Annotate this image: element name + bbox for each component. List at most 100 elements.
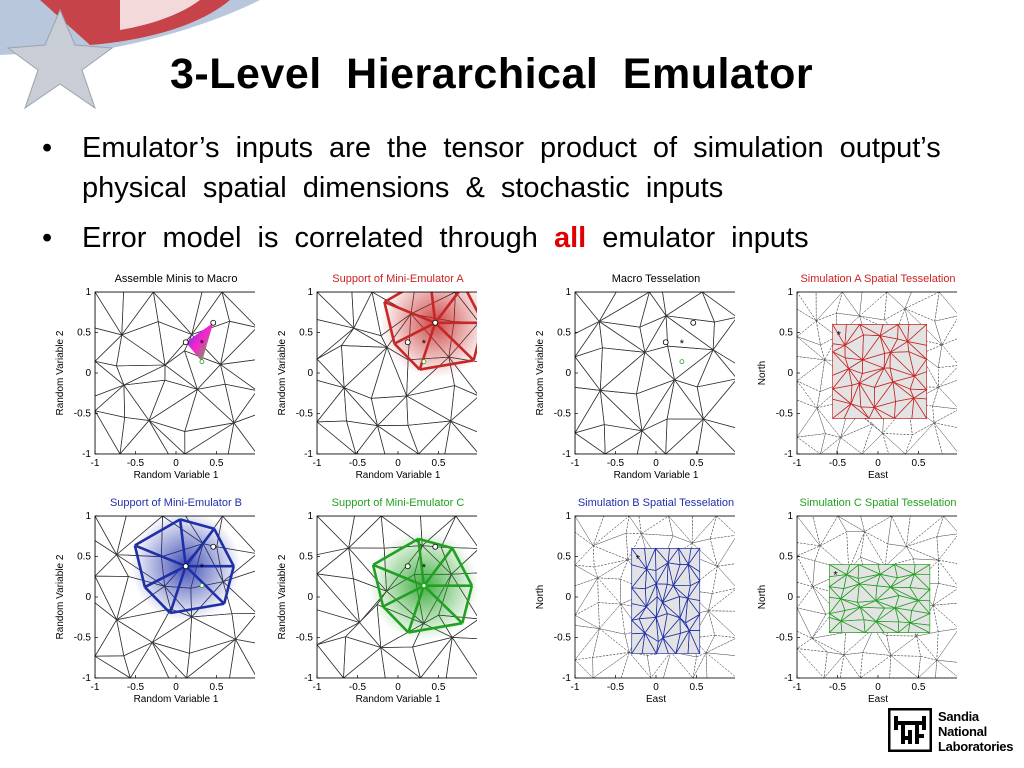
- support-edge: [419, 359, 474, 371]
- y-tick-label: -1: [304, 673, 313, 684]
- y-axis-label: Random Variable 2: [55, 554, 66, 639]
- mesh-triangle: [934, 315, 957, 346]
- y-tick-label: 1: [787, 511, 793, 522]
- mesh-triangle: [575, 516, 605, 547]
- mesh-triangle: [148, 420, 186, 454]
- bullet-text: Emulator’s inputs are the tensor product…: [82, 132, 941, 204]
- mesh-triangle: [705, 652, 735, 677]
- plot-svg: Simulation B Spatial Tesselation * -1 -0.5 0…: [535, 497, 735, 705]
- mesh-triangle: [148, 388, 199, 432]
- mesh-triangle: [835, 437, 863, 454]
- mesh-triangle: [797, 637, 829, 653]
- mesh-triangle: [376, 395, 409, 427]
- support-edge: [407, 585, 426, 633]
- bullet-item-2: • Error model is correlated through all …: [40, 218, 1000, 258]
- support-edge: [423, 584, 464, 625]
- support-edge: [212, 528, 235, 567]
- star-marker: *: [200, 338, 205, 350]
- x-axis-label: Random Variable 1: [134, 694, 219, 705]
- mesh-triangle: [815, 320, 838, 346]
- support-edge: [451, 547, 474, 587]
- bullet-text-pre: Error model is correlated through: [82, 222, 554, 254]
- node-marker: [690, 319, 697, 326]
- support-edge: [222, 565, 235, 605]
- mesh-triangle: [317, 292, 355, 329]
- mesh-triangle: [598, 320, 646, 353]
- y-tick-label: -1: [784, 673, 793, 684]
- mesh-triangle: [875, 621, 899, 633]
- bullet-item-1: • Emulator’s inputs are the tensor produ…: [40, 128, 1000, 208]
- y-tick-label: -1: [562, 449, 571, 460]
- mesh-triangle: [938, 380, 957, 408]
- mesh-triangle: [864, 516, 892, 545]
- x-tick-label: 1: [476, 682, 477, 693]
- mesh-triangle: [343, 636, 382, 678]
- mesh-triangle: [917, 656, 938, 678]
- support-shading: [380, 292, 477, 378]
- bullet-dot: •: [42, 132, 53, 164]
- y-tick-label: 1: [307, 511, 313, 522]
- y-tick-label: 0.5: [299, 328, 313, 339]
- mesh-triangle: [837, 516, 866, 533]
- mesh-triangle: [343, 346, 388, 399]
- mesh-triangle: [597, 577, 622, 605]
- node-marker: [404, 339, 411, 346]
- mesh-triangle: [938, 535, 957, 564]
- mesh-triangle: [592, 545, 629, 568]
- star-banner-graphic: [0, 0, 260, 110]
- logo-line-2: National: [938, 724, 987, 739]
- mesh-triangle: [592, 516, 630, 546]
- support-edge: [417, 538, 426, 586]
- support-edge: [465, 292, 477, 314]
- y-tick-label: 0: [307, 368, 313, 379]
- y-tick-label: -1: [784, 449, 793, 460]
- support-edge: [408, 621, 463, 634]
- support-edge: [383, 300, 436, 324]
- mesh-triangle: [662, 637, 677, 655]
- mesh-triangle: [663, 651, 694, 678]
- y-tick-label: 1: [307, 287, 313, 298]
- y-tick-label: 0: [565, 592, 571, 603]
- mesh-triangle: [705, 635, 735, 654]
- mesh-triangle: [696, 378, 735, 420]
- plot-title: Support of Mini-Emulator A: [332, 273, 464, 285]
- mesh-triangle: [407, 420, 452, 454]
- mesh-triangle: [317, 573, 361, 624]
- mesh-triangle: [905, 422, 935, 454]
- plot-panel-2: Support of Mini-Emulator A * -1 -0.5 0 0.5 1 1 0…: [262, 270, 477, 494]
- mesh-triangle: [123, 383, 150, 421]
- mesh-triangle: [843, 403, 870, 419]
- mesh-triangle: [376, 424, 420, 454]
- mesh-triangle: [936, 630, 957, 663]
- mesh-triangle: [839, 654, 861, 678]
- x-tick-label: -1: [793, 458, 802, 469]
- support-edge: [169, 602, 225, 615]
- mesh-triangle: [797, 320, 821, 346]
- node-marker: [199, 359, 205, 365]
- mesh-triangle: [889, 635, 921, 657]
- mesh-triangle: [938, 367, 957, 388]
- mesh-triangle: [797, 555, 814, 588]
- node-marker: [182, 563, 189, 570]
- mesh-triangle: [129, 641, 170, 678]
- mesh-triangle: [575, 432, 606, 454]
- y-tick-label: 0: [307, 592, 313, 603]
- mesh-triangle: [670, 637, 697, 658]
- mesh-triangle: [95, 554, 129, 577]
- bullet-text-post: emulator inputs: [602, 222, 809, 254]
- mesh-triangle: [797, 555, 816, 588]
- mesh-triangle: [814, 545, 849, 571]
- x-tick-label: -0.5: [127, 682, 145, 693]
- mesh-triangle: [317, 421, 357, 454]
- node-marker: [662, 339, 669, 346]
- mesh-triangle: [575, 389, 605, 434]
- y-axis-label: North: [757, 361, 768, 385]
- mesh-triangle: [848, 531, 865, 571]
- mesh-triangle: [219, 328, 255, 365]
- mesh-triangle: [598, 602, 622, 630]
- support-edge: [472, 342, 477, 361]
- mesh-triangle: [941, 338, 957, 364]
- node-marker: [432, 543, 439, 550]
- x-tick-label: 0: [875, 682, 881, 693]
- mesh-triangle: [592, 652, 630, 678]
